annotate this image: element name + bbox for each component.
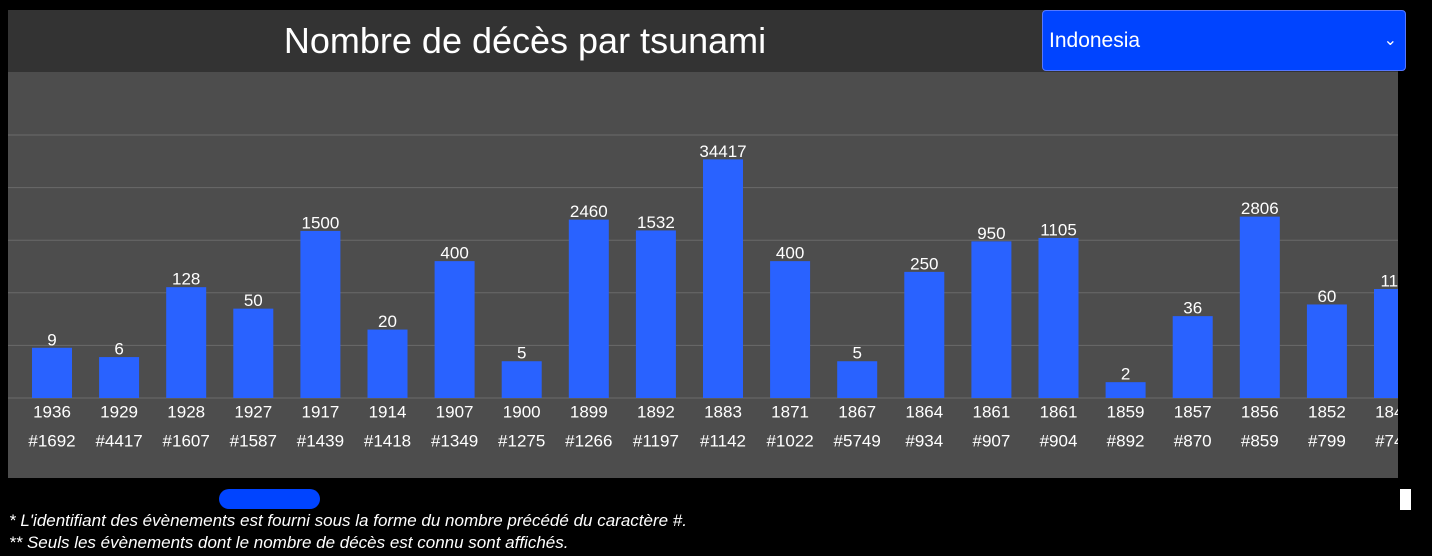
- data-label: 1105: [1040, 220, 1077, 239]
- bar: [1172, 316, 1213, 398]
- x-tick-label: 1843: [1375, 402, 1398, 421]
- x-tick-label: 1852: [1308, 402, 1346, 421]
- event-id-label: #1692: [28, 431, 75, 450]
- event-id-label: #1022: [766, 431, 813, 450]
- bar: [32, 347, 72, 398]
- data-label: 400: [440, 244, 468, 263]
- x-tick-label: 1936: [33, 402, 71, 421]
- bar: [971, 241, 1012, 398]
- x-tick-label: 1899: [570, 402, 608, 421]
- event-id-label: #904: [1040, 431, 1078, 450]
- data-label: 2460: [570, 202, 608, 221]
- scroll-corner: [1400, 489, 1411, 510]
- data-label: 118: [1380, 272, 1398, 291]
- x-tick-label: 1929: [100, 402, 138, 421]
- event-id-label: #1587: [230, 431, 277, 450]
- x-tick-label: 1892: [637, 402, 675, 421]
- event-id-label: #1349: [431, 431, 478, 450]
- event-id-label: #1275: [498, 431, 545, 450]
- select-value: Indonesia: [1049, 29, 1141, 52]
- bar: [568, 219, 609, 398]
- country-select[interactable]: Indonesia ⌄: [1042, 10, 1406, 71]
- data-label: 60: [1317, 287, 1336, 306]
- event-id-label: #1197: [633, 431, 679, 450]
- x-tick-label: 1883: [704, 402, 742, 421]
- event-id-label: #1439: [297, 431, 344, 450]
- scrollbar-thumb[interactable]: [219, 489, 320, 509]
- bar: [1239, 216, 1280, 398]
- event-id-label: #1607: [163, 431, 210, 450]
- chart: 9 1936 #1692 6 1929 #4417 128 1928 #1607 50 1927 #1…: [8, 72, 1398, 478]
- x-tick-label: 1864: [905, 402, 943, 421]
- bar: [703, 159, 743, 398]
- bar: [1374, 289, 1398, 398]
- data-label: 950: [977, 224, 1005, 243]
- data-label: 2806: [1241, 199, 1279, 218]
- bar: [1306, 304, 1347, 398]
- data-label: 20: [378, 312, 397, 331]
- data-label: 9: [47, 330, 56, 349]
- data-label: 5: [852, 344, 861, 363]
- bar: [904, 271, 945, 398]
- data-label: 1532: [637, 213, 675, 232]
- data-label: 250: [910, 254, 938, 273]
- x-tick-label: 1861: [1040, 402, 1078, 421]
- event-id-label: #892: [1107, 431, 1145, 450]
- data-label: 1500: [301, 213, 339, 232]
- event-id-label: #4417: [95, 431, 142, 450]
- bar: [166, 287, 207, 398]
- footnote: * L'identifiant des évènements est fourn…: [9, 511, 687, 530]
- chart-title: Nombre de décès par tsunami: [283, 20, 767, 61]
- x-tick-label: 1857: [1174, 402, 1212, 421]
- data-label: 5: [517, 344, 526, 363]
- event-id-label: #870: [1174, 431, 1212, 450]
- select-arrow: ⌄: [1383, 32, 1397, 49]
- x-tick-label: 1900: [503, 402, 541, 421]
- x-tick-label: 1867: [838, 402, 876, 421]
- event-id-label: #859: [1241, 431, 1279, 450]
- bar: [635, 230, 676, 398]
- event-id-label: #799: [1308, 431, 1346, 450]
- x-tick-label: 1917: [301, 402, 339, 421]
- data-label: 6: [114, 340, 123, 359]
- bar: [1105, 382, 1146, 398]
- bar: [1038, 237, 1079, 398]
- x-tick-label: 1914: [369, 402, 407, 421]
- x-tick-label: 1907: [436, 402, 474, 421]
- bar: [99, 357, 140, 398]
- x-tick-label: 1928: [167, 402, 205, 421]
- event-id-label: #1266: [565, 431, 612, 450]
- bar: [770, 261, 811, 398]
- bar: [367, 329, 408, 398]
- event-id-label: #934: [905, 431, 943, 450]
- data-label: 36: [1183, 299, 1202, 318]
- data-label: 128: [172, 270, 200, 289]
- data-label: 50: [244, 291, 263, 310]
- data-label: 400: [776, 244, 804, 263]
- event-id-label: #907: [972, 431, 1010, 450]
- bar: [501, 361, 542, 398]
- bar: [233, 308, 274, 398]
- x-tick-label: 1859: [1107, 402, 1145, 421]
- x-tick-label: 1927: [234, 402, 272, 421]
- event-id-label: #741: [1375, 431, 1398, 450]
- data-label: 2: [1121, 365, 1130, 384]
- footnote: ** Seuls les évènements dont le nombre d…: [9, 533, 569, 552]
- bar: [434, 261, 475, 398]
- event-id-label: #5749: [834, 431, 881, 450]
- x-tick-label: 1861: [972, 402, 1010, 421]
- bar: [837, 361, 878, 398]
- x-tick-label: 1856: [1241, 402, 1279, 421]
- event-id-label: #1418: [364, 431, 411, 450]
- bar: [300, 230, 341, 398]
- event-id-label: #1142: [700, 431, 746, 450]
- x-tick-label: 1871: [771, 402, 809, 421]
- data-label: 34417: [699, 142, 746, 161]
